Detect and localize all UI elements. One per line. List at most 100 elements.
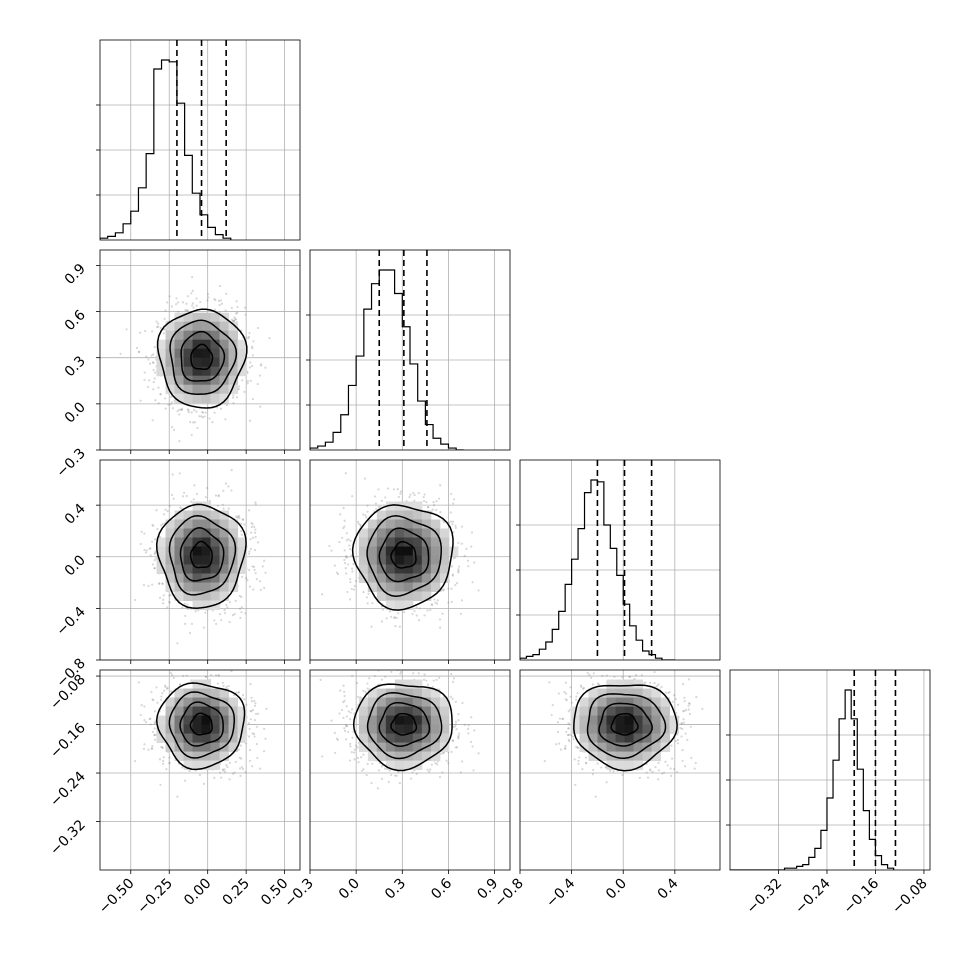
scatter-point (353, 758, 356, 761)
scatter-point (151, 419, 154, 422)
density-cell (624, 760, 635, 771)
density-cell (403, 733, 414, 744)
scatter-point (145, 549, 148, 552)
scatter-point (343, 549, 346, 552)
density-cell (439, 564, 450, 574)
density-cell (192, 348, 203, 359)
scatter-point (231, 772, 235, 775)
scatter-point (362, 590, 365, 594)
density-cell (201, 555, 212, 565)
scatter-point (551, 703, 554, 707)
scatter-point (343, 558, 346, 562)
scatter-point (366, 504, 369, 507)
density-cell (183, 348, 194, 359)
density-cell (439, 546, 450, 556)
scatter-point (609, 769, 612, 773)
scatter-point (153, 738, 157, 741)
density-cell (219, 366, 230, 377)
scatter-point (364, 690, 367, 693)
scatter-point (163, 689, 166, 692)
x-axis-2: −0.8 −0.4 0.0 0.4 (491, 870, 682, 911)
density-cell (376, 519, 387, 529)
scatter-point (457, 541, 460, 544)
scatter-point (366, 602, 369, 605)
scatter-point (449, 520, 452, 523)
scatter-point (564, 681, 567, 684)
density-cell (394, 742, 405, 753)
scatter-point (684, 732, 687, 735)
scatter-point (418, 607, 421, 610)
scatter-point (555, 743, 558, 746)
scatter-point (185, 664, 187, 666)
scatter-point (346, 590, 349, 594)
scatter-point (144, 721, 148, 724)
scatter-point (681, 759, 684, 763)
density-cell (201, 715, 212, 726)
scatter-point (153, 371, 157, 374)
density-cell (421, 582, 432, 592)
scatter-point (213, 308, 216, 311)
scatter-point (177, 310, 180, 313)
scatter-point (360, 756, 363, 759)
density-cell (210, 384, 221, 395)
scatter-point (166, 301, 169, 304)
scatter-point (168, 594, 171, 597)
scatter-point (147, 584, 150, 588)
scatter-point (162, 594, 165, 597)
scatter-point (575, 745, 578, 748)
density-cell (669, 715, 680, 726)
scatter-point (185, 309, 189, 312)
scatter-point (155, 509, 158, 512)
scatter-point (426, 683, 430, 686)
density-cell (201, 384, 212, 395)
density-cell (165, 519, 176, 529)
scatter-point (373, 674, 377, 678)
scatter-point (576, 692, 579, 695)
density-cell (210, 393, 221, 404)
scatter-point (154, 721, 157, 724)
scatter-point (454, 583, 457, 587)
scatter-point (230, 318, 234, 321)
scatter-point (597, 656, 599, 658)
density-cell (165, 366, 176, 377)
density-cell (597, 751, 608, 762)
scatter-point (143, 378, 146, 381)
scatter-point (240, 606, 243, 609)
density-cell (165, 706, 176, 717)
scatter-point (388, 610, 391, 613)
scatter-point (248, 366, 252, 369)
scatter-point (151, 563, 154, 566)
scatter-point (168, 600, 171, 604)
scatter-point (192, 306, 195, 309)
scatter-point (153, 346, 156, 349)
scatter-point (460, 525, 464, 528)
scatter-point (435, 678, 438, 681)
scatter-point (150, 690, 153, 694)
scatter-point (580, 685, 583, 689)
scatter-point (248, 585, 252, 588)
density-cell (192, 393, 203, 404)
scatter-point (151, 540, 154, 543)
density-cell (403, 510, 414, 520)
density-cell (588, 724, 599, 735)
scatter-point (250, 696, 253, 699)
scatter-point (244, 770, 247, 774)
scatter-point (156, 527, 159, 531)
density-cell (385, 715, 396, 726)
density-cell (358, 546, 369, 556)
scatter-point (148, 362, 152, 365)
scatter-point (457, 569, 460, 573)
scatter-point (385, 617, 388, 620)
density-cell (201, 564, 212, 574)
scatter-point (422, 678, 426, 681)
scatter-point (687, 678, 691, 681)
scatter-point (151, 698, 154, 701)
density-cell (201, 312, 212, 323)
scatter-point (139, 331, 142, 334)
scatter-point (362, 753, 365, 756)
scatter-point (180, 507, 183, 510)
scatter-point (236, 516, 239, 519)
contour-level-3 (155, 682, 246, 771)
scatter-point (393, 616, 397, 619)
scatter-point (348, 759, 352, 762)
